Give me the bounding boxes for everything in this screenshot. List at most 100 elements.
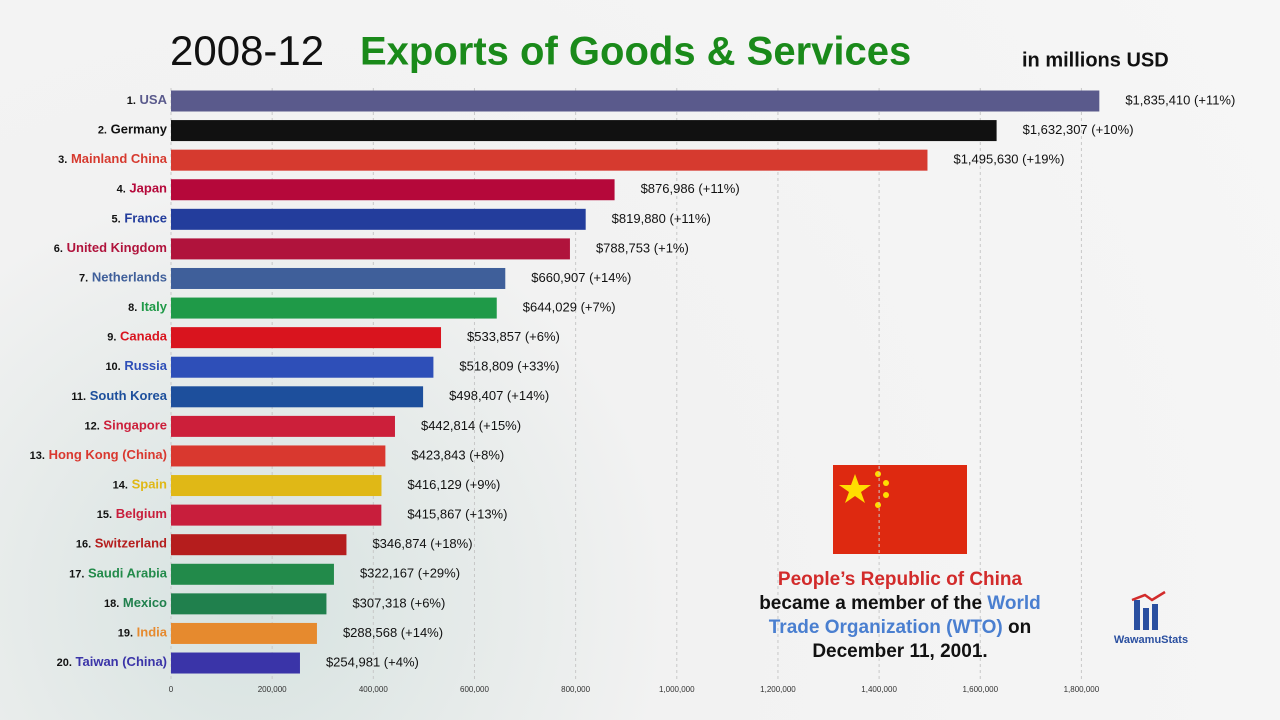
category-label: 17. Saudi Arabia [69,566,168,581]
category-label: 12. Singapore [85,418,168,433]
category-label: 3. Mainland China [58,152,168,167]
annotation-highlight: Trade Organization (WTO) [768,617,1003,638]
category-label: 20. Taiwan (China) [57,654,167,669]
x-tick-label: 1,200,000 [760,685,796,694]
category-label: 9. Canada [107,329,168,344]
bar [171,356,434,378]
value-label: $322,167 (+29%) [360,566,460,581]
value-label: $415,867 (+13%) [407,507,507,522]
category-name: Singapore [103,418,167,433]
value-label: $254,981 (+4%) [326,654,419,669]
bar [171,622,317,644]
category-name: Mexico [123,595,167,610]
rank-label: 19. [118,627,133,639]
category-label: 5. France [112,211,167,226]
value-label: $533,857 (+6%) [467,329,560,344]
x-tick-label: 200,000 [258,685,287,694]
annotation-text: December 11, 2001. [812,641,988,662]
rank-label: 4. [117,184,126,196]
rank-label: 16. [76,539,91,551]
bar [171,297,497,319]
value-label: $644,029 (+7%) [523,299,616,314]
x-tick-label: 400,000 [359,685,388,694]
category-label: 13. Hong Kong (China) [30,447,167,462]
x-tick-label: 1,000,000 [659,685,695,694]
value-label: $442,814 (+15%) [421,418,521,433]
rank-label: 8. [128,302,137,314]
annotation-line: Trade Organization (WTO) on [700,616,1100,640]
x-tick-label: 1,400,000 [861,685,897,694]
rank-label: 5. [112,213,121,225]
value-label: $518,809 (+33%) [459,359,559,374]
logo-icon [1131,590,1166,630]
rank-label: 20. [57,657,72,669]
title-period: 2008-12 [170,27,324,74]
category-label: 4. Japan [117,181,167,196]
rank-label: 7. [79,272,88,284]
logo: WawamuStats [1113,634,1189,646]
x-tick-label: 0 [169,685,174,694]
category-name: Belgium [116,507,167,522]
category-label: 1. USA [127,92,168,107]
category-label: 10. Russia [105,359,167,374]
category-name: Germany [111,122,168,137]
bar [171,652,300,674]
rank-label: 3. [58,154,67,166]
category-label: 11. South Korea [71,388,167,403]
category-label: 2. Germany [98,122,168,137]
category-name: Mainland China [71,152,168,167]
bar [171,386,424,408]
rank-label: 12. [85,420,100,432]
category-label: 6. United Kingdom [54,240,167,255]
category-label: 15. Belgium [97,507,167,522]
bar [171,475,382,497]
bar [171,563,334,585]
annotation-line: December 11, 2001. [700,640,1100,664]
category-name: Netherlands [92,270,167,285]
category-label: 18. Mexico [104,595,167,610]
bar [171,179,615,201]
annotation-title: People’s Republic of China [777,569,1023,590]
category-name: India [137,625,168,640]
rank-label: 9. [107,332,116,344]
x-tick-label: 800,000 [561,685,590,694]
rank-label: 1. [127,95,136,107]
category-name: Italy [141,299,168,314]
value-label: $1,632,307 (+10%) [1023,122,1134,137]
category-name: Russia [124,359,167,374]
chart-subtitle: in millions USD [1022,49,1169,71]
value-label: $876,986 (+11%) [641,181,740,196]
value-label: $416,129 (+9%) [407,477,500,492]
value-label: $288,568 (+14%) [343,625,443,640]
bar [171,267,506,289]
category-name: Japan [129,181,167,196]
annotation-text: became a member of the [759,593,988,614]
x-tick-label: 600,000 [460,685,489,694]
rank-label: 13. [30,450,45,462]
bar [171,149,928,171]
category-name: United Kingdom [67,240,167,255]
value-label: $788,753 (+1%) [596,240,689,255]
bar [171,120,997,142]
value-label: $498,407 (+14%) [449,388,549,403]
bar [171,90,1100,112]
category-name: South Korea [90,388,168,403]
rank-label: 6. [54,243,63,255]
value-label: $1,495,630 (+19%) [953,152,1064,167]
rank-label: 14. [113,479,128,491]
category-name: Taiwan (China) [76,654,167,669]
value-label: $423,843 (+8%) [411,447,504,462]
rank-label: 2. [98,124,107,136]
x-tick-label: 1,800,000 [1064,685,1100,694]
bar [171,445,386,467]
bar [171,534,347,556]
x-tick-label: 1,600,000 [962,685,998,694]
rank-label: 17. [69,568,84,580]
value-label: $819,880 (+11%) [612,211,711,226]
category-label: 14. Spain [113,477,167,492]
bar [171,415,395,437]
category-name: Saudi Arabia [88,566,168,581]
category-label: 8. Italy [128,299,168,314]
